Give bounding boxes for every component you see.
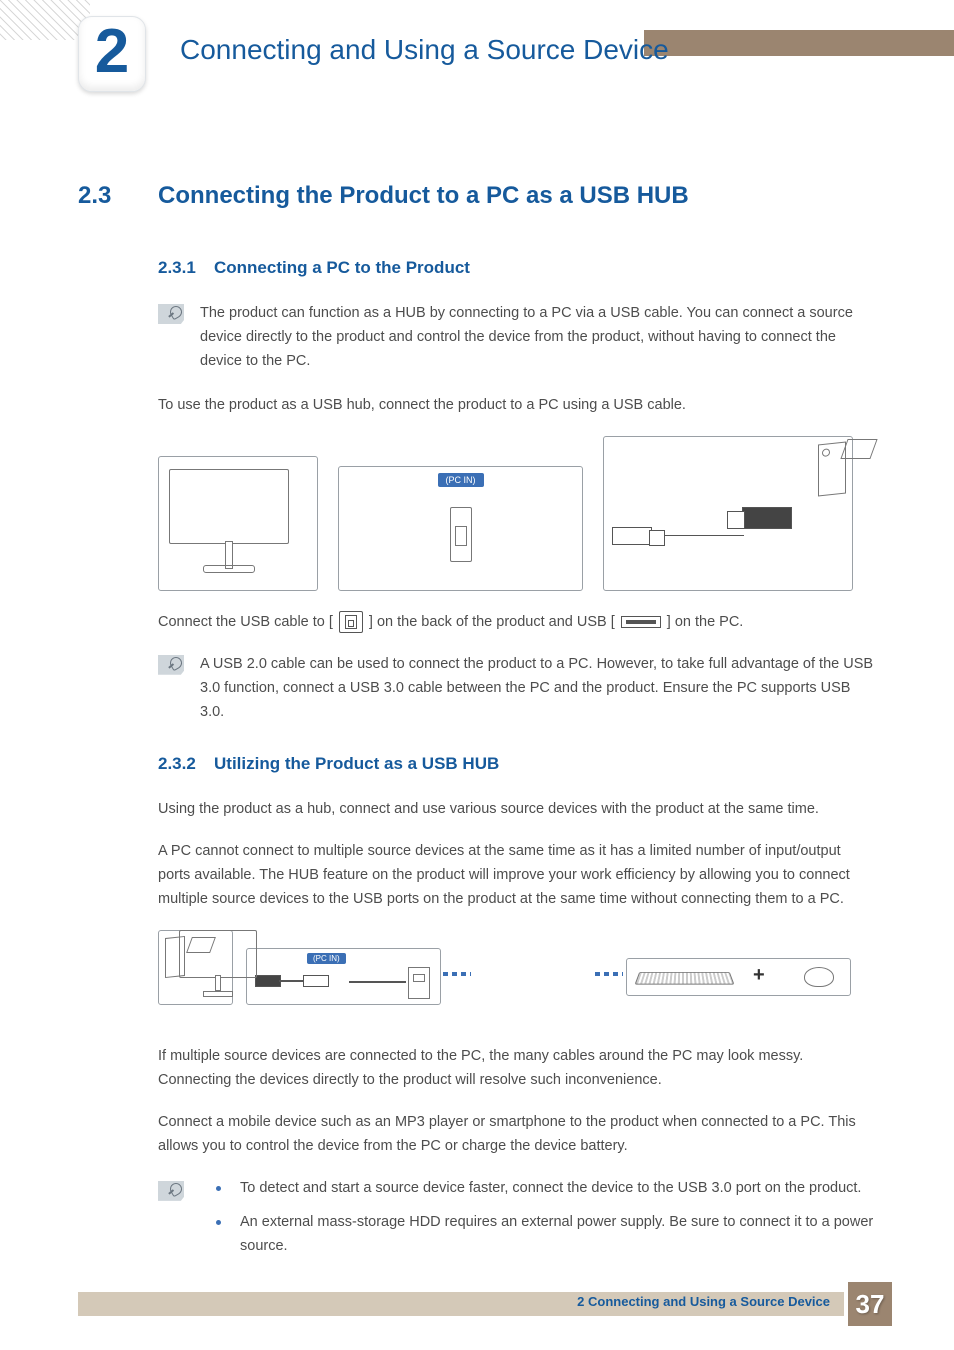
- subsection-title: Utilizing the Product as a USB HUB: [214, 754, 499, 773]
- note-block: The product can function as a HUB by con…: [158, 302, 876, 374]
- figure-panel-usb-to-hub: (PC IN): [246, 948, 441, 1005]
- list-item: To detect and start a source device fast…: [216, 1177, 876, 1201]
- figure-panel-port: (PC IN): [338, 466, 583, 591]
- note-text: A USB 2.0 cable can be used to connect t…: [200, 653, 876, 725]
- plus-icon: +: [753, 964, 765, 987]
- body-paragraph: Using the product as a hub, connect and …: [158, 798, 876, 822]
- note-text: The product can function as a HUB by con…: [200, 302, 876, 374]
- subsection-number: 2.3.2: [158, 754, 214, 774]
- page-content: 2.3Connecting the Product to a PC as a U…: [78, 182, 876, 1269]
- note-block: To detect and start a source device fast…: [158, 1177, 876, 1269]
- figure-panel-monitor: [158, 456, 318, 591]
- body-paragraph: Connect a mobile device such as an MP3 p…: [158, 1111, 876, 1159]
- header-brown-bar: [644, 30, 954, 56]
- subsection-heading: 2.3.1Connecting a PC to the Product: [158, 258, 876, 278]
- page-footer: 2 Connecting and Using a Source Device 3…: [0, 1282, 954, 1322]
- section-title: Connecting the Product to a PC as a USB …: [158, 182, 689, 209]
- port-label: (PC IN): [438, 473, 484, 487]
- connect-text-part: Connect the USB cable to [: [158, 614, 333, 630]
- header-hatch-decoration: [0, 0, 90, 40]
- usb-type-a-slot-icon: [621, 616, 661, 628]
- note-icon: [158, 655, 184, 675]
- chapter-number: 2: [95, 21, 129, 83]
- connect-text-part: ] on the PC.: [667, 614, 744, 630]
- subsection-title: Connecting a PC to the Product: [214, 258, 470, 277]
- body-paragraph: To use the product as a USB hub, connect…: [158, 394, 876, 418]
- note-bullet-list: To detect and start a source device fast…: [216, 1177, 876, 1269]
- port-label: (PC IN): [307, 953, 346, 964]
- chapter-title: Connecting and Using a Source Device: [180, 34, 669, 66]
- note-icon: [158, 1181, 184, 1201]
- figure-panel-cable-pc: [603, 436, 853, 591]
- chapter-badge: 2: [78, 16, 146, 92]
- note-icon: [158, 304, 184, 324]
- figure-connector-dashes: [595, 972, 623, 976]
- body-paragraph: If multiple source devices are connected…: [158, 1045, 876, 1093]
- figure-usb-hub-chain: (PC IN) +: [158, 930, 876, 1025]
- page-header: 2 Connecting and Using a Source Device: [0, 0, 954, 92]
- connect-instruction: Connect the USB cable to [ ] on the back…: [158, 611, 876, 633]
- connect-text-part: ] on the back of the product and USB [: [369, 614, 615, 630]
- usb-upstream-port-icon: [339, 611, 363, 633]
- figure-panel-kb-mouse: [626, 958, 851, 996]
- list-item: An external mass-storage HDD requires an…: [216, 1211, 876, 1259]
- footer-chapter-label: 2 Connecting and Using a Source Device: [577, 1294, 830, 1309]
- figure-usb-connection: (PC IN): [158, 436, 876, 591]
- figure-connector-dashes: [443, 972, 471, 976]
- page-number: 37: [848, 1282, 892, 1326]
- body-paragraph: A PC cannot connect to multiple source d…: [158, 840, 876, 912]
- section-heading: 2.3Connecting the Product to a PC as a U…: [78, 182, 876, 210]
- subsection-heading: 2.3.2Utilizing the Product as a USB HUB: [158, 754, 876, 774]
- note-block: A USB 2.0 cable can be used to connect t…: [158, 653, 876, 725]
- section-number: 2.3: [78, 182, 158, 210]
- subsection-number: 2.3.1: [158, 258, 214, 278]
